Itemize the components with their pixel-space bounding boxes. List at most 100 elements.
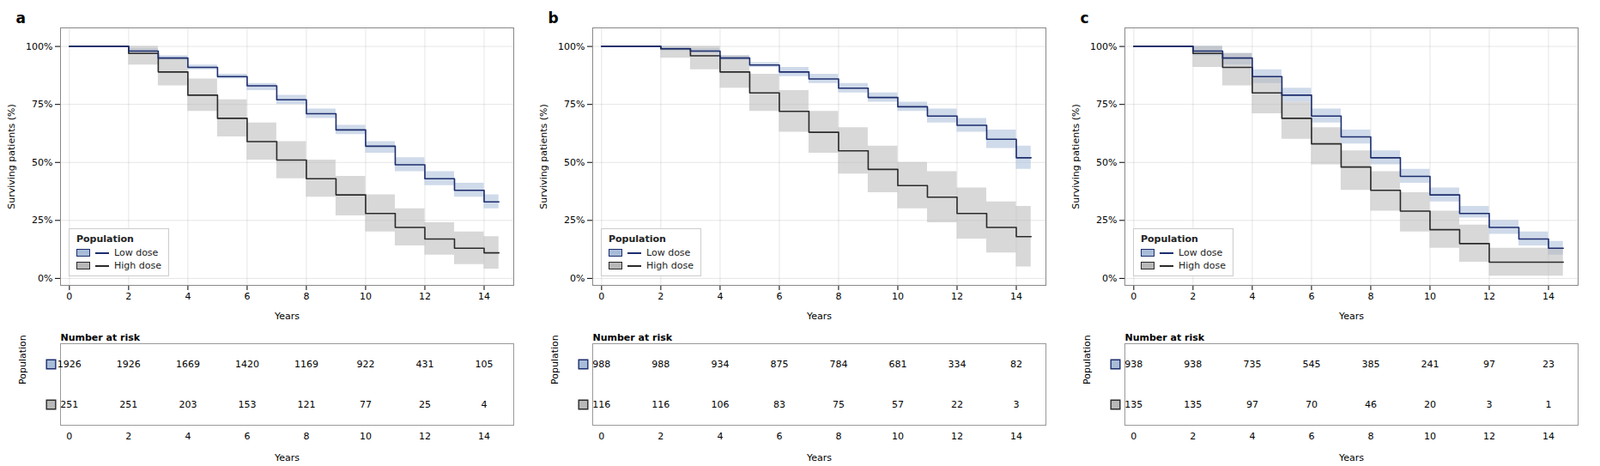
svg-text:Years: Years <box>1338 452 1364 464</box>
svg-text:14: 14 <box>478 290 491 303</box>
svg-text:8: 8 <box>1367 430 1374 443</box>
svg-text:a: a <box>16 9 26 27</box>
svg-text:c: c <box>1080 9 1090 27</box>
svg-text:934: 934 <box>710 358 729 370</box>
svg-text:Years: Years <box>1338 310 1364 322</box>
svg-text:4: 4 <box>184 430 191 443</box>
svg-text:1: 1 <box>1545 399 1552 411</box>
svg-text:46: 46 <box>1364 399 1377 411</box>
svg-text:1169: 1169 <box>294 358 319 370</box>
svg-text:Years: Years <box>806 310 832 322</box>
svg-text:385: 385 <box>1361 358 1380 370</box>
svg-text:75%: 75% <box>563 98 585 110</box>
svg-text:50%: 50% <box>31 157 53 169</box>
svg-text:Years: Years <box>273 452 300 464</box>
svg-text:0: 0 <box>66 430 73 443</box>
svg-text:10: 10 <box>359 430 372 443</box>
svg-text:6: 6 <box>243 430 250 443</box>
svg-text:938: 938 <box>1183 358 1202 370</box>
svg-text:784: 784 <box>829 358 848 370</box>
svg-text:70: 70 <box>1305 399 1318 411</box>
svg-text:0: 0 <box>598 290 605 303</box>
svg-text:83: 83 <box>773 399 786 411</box>
svg-text:10: 10 <box>1424 290 1437 303</box>
svg-text:1926: 1926 <box>57 358 82 370</box>
svg-text:100%: 100% <box>557 41 585 53</box>
svg-text:922: 922 <box>356 358 375 370</box>
svg-text:6: 6 <box>1308 430 1315 443</box>
svg-text:4: 4 <box>716 290 723 303</box>
svg-text:12: 12 <box>951 430 964 443</box>
svg-text:116: 116 <box>651 399 670 411</box>
svg-text:10: 10 <box>891 290 904 303</box>
svg-text:431: 431 <box>415 358 434 370</box>
svg-text:Surviving patients (%): Surviving patients (%) <box>6 103 18 209</box>
svg-text:4: 4 <box>1248 430 1255 443</box>
svg-text:135: 135 <box>1183 399 1202 411</box>
svg-text:2: 2 <box>1189 430 1196 443</box>
svg-text:8: 8 <box>303 290 310 303</box>
svg-text:23: 23 <box>1542 358 1555 370</box>
svg-text:3: 3 <box>1485 399 1492 411</box>
svg-text:1669: 1669 <box>175 358 200 370</box>
svg-text:988: 988 <box>651 358 670 370</box>
svg-text:1926: 1926 <box>116 358 141 370</box>
svg-text:334: 334 <box>947 358 966 370</box>
svg-text:6: 6 <box>775 430 782 443</box>
svg-text:8: 8 <box>303 430 310 443</box>
svg-text:25%: 25% <box>563 214 585 226</box>
svg-text:12: 12 <box>418 290 431 303</box>
svg-text:50%: 50% <box>1096 157 1117 169</box>
svg-text:8: 8 <box>1367 290 1374 303</box>
svg-text:82: 82 <box>1010 358 1023 370</box>
svg-text:0: 0 <box>1130 290 1137 303</box>
svg-text:25: 25 <box>418 399 431 411</box>
svg-text:Population: Population <box>1081 334 1093 385</box>
svg-text:4: 4 <box>184 290 191 303</box>
svg-text:14: 14 <box>478 430 491 443</box>
svg-text:57: 57 <box>891 399 904 411</box>
svg-text:10: 10 <box>359 290 372 303</box>
svg-text:50%: 50% <box>563 157 585 169</box>
svg-text:75%: 75% <box>31 98 53 110</box>
svg-text:2: 2 <box>125 430 132 443</box>
svg-text:25%: 25% <box>31 214 53 226</box>
svg-text:135: 135 <box>1124 399 1143 411</box>
svg-text:12: 12 <box>1483 290 1496 303</box>
svg-text:1420: 1420 <box>235 358 260 370</box>
svg-text:b: b <box>548 9 559 27</box>
svg-text:3: 3 <box>1012 399 1019 411</box>
svg-text:0%: 0% <box>569 272 585 285</box>
svg-text:0: 0 <box>598 430 605 443</box>
svg-text:121: 121 <box>296 399 316 411</box>
svg-text:Surviving patients (%): Surviving patients (%) <box>1070 103 1082 209</box>
svg-text:25%: 25% <box>1096 214 1117 226</box>
svg-text:14: 14 <box>1010 430 1023 443</box>
svg-text:4: 4 <box>480 399 487 411</box>
svg-text:241: 241 <box>1420 358 1439 370</box>
svg-text:97: 97 <box>1246 399 1259 411</box>
svg-text:14: 14 <box>1010 290 1023 303</box>
svg-text:100%: 100% <box>1090 41 1117 53</box>
svg-text:12: 12 <box>951 290 964 303</box>
svg-text:681: 681 <box>888 358 907 370</box>
svg-text:875: 875 <box>769 358 788 370</box>
svg-text:Population: Population <box>549 334 561 385</box>
svg-text:988: 988 <box>592 358 611 370</box>
svg-text:251: 251 <box>119 399 138 411</box>
svg-text:Number at risk: Number at risk <box>1125 332 1206 344</box>
svg-text:2: 2 <box>125 290 132 303</box>
svg-text:22: 22 <box>951 399 964 411</box>
svg-text:20: 20 <box>1424 399 1437 411</box>
svg-text:8: 8 <box>835 430 842 443</box>
svg-text:12: 12 <box>418 430 431 443</box>
svg-text:6: 6 <box>1308 290 1315 303</box>
svg-text:203: 203 <box>178 399 197 411</box>
svg-text:2: 2 <box>657 290 664 303</box>
svg-text:6: 6 <box>775 290 782 303</box>
svg-text:Years: Years <box>273 310 300 322</box>
svg-text:4: 4 <box>716 430 723 443</box>
svg-text:545: 545 <box>1302 358 1321 370</box>
svg-text:Surviving patients (%): Surviving patients (%) <box>538 103 550 209</box>
svg-text:10: 10 <box>891 430 904 443</box>
